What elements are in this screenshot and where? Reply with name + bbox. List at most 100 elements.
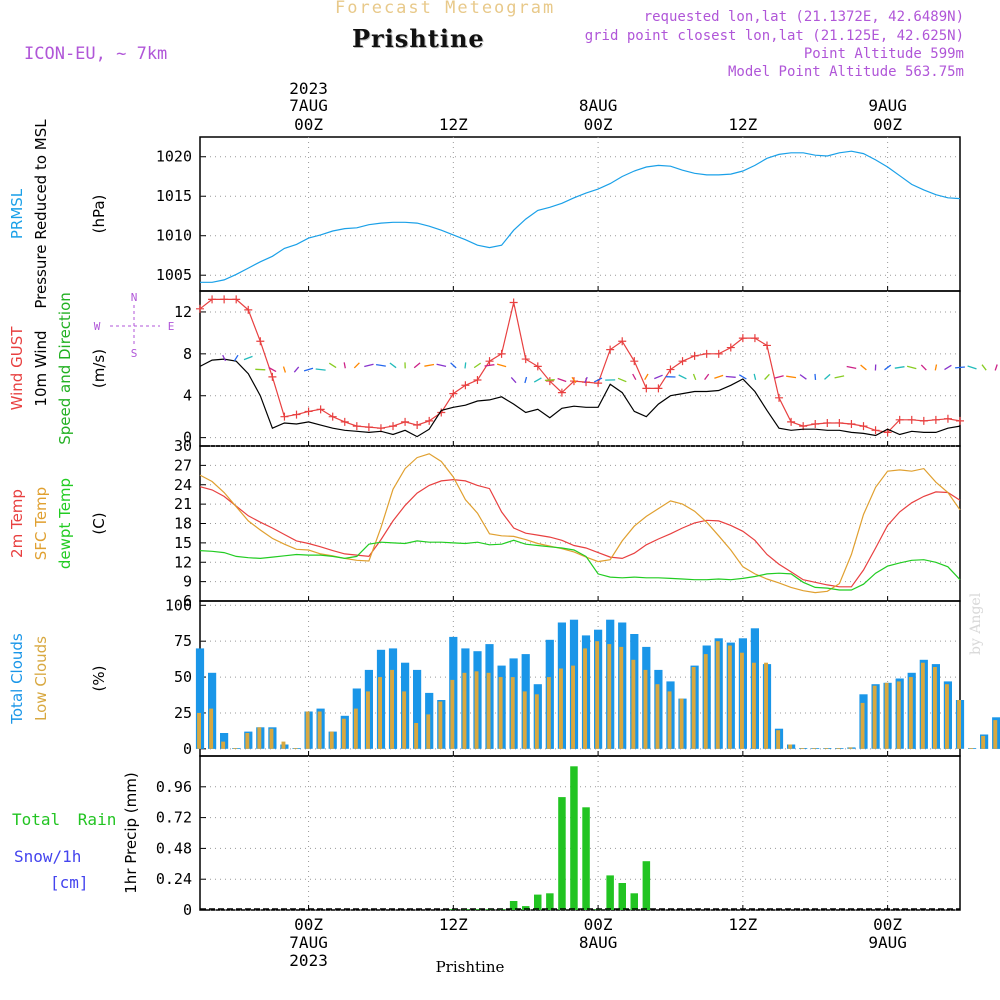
gust-marker [956, 416, 964, 425]
gust-marker [787, 417, 796, 426]
gust-marker [847, 420, 856, 429]
gust-marker [642, 384, 651, 393]
bar-precip-0 [570, 766, 578, 910]
bar-clouds-1 [414, 723, 419, 749]
gust-marker [666, 365, 675, 374]
y-tick-label: 0 [183, 740, 192, 758]
bar-clouds-1 [426, 714, 431, 749]
wind-arrow [632, 373, 637, 381]
gust-marker [907, 415, 916, 424]
y-tick-label: 27 [174, 456, 192, 474]
bar-clouds-1 [522, 691, 527, 749]
bar-clouds-1 [800, 748, 805, 749]
bar-clouds-1 [450, 679, 455, 749]
y-tick-label: 1020 [156, 148, 192, 166]
top-tick-label: 00Z [294, 115, 323, 134]
wind-arrow [860, 364, 867, 371]
panel-precip: 0 0.24 0.48 0.72 0.96 Total Rain Snow/1h [cm] 1h… [12, 755, 961, 919]
panel-frame-clouds [199, 600, 961, 757]
bar-precip-0 [582, 807, 590, 910]
grid-point-coords: grid point closest lon,lat (21.125E, 42.… [584, 28, 964, 44]
bar-clouds-1 [293, 748, 298, 749]
wind-arrow [906, 365, 917, 370]
y-tick-label: 6 [183, 592, 192, 610]
gust-marker [545, 377, 554, 386]
bar-clouds-1 [245, 733, 250, 749]
y-tick-label: 9 [183, 573, 192, 591]
y-tick-label: 0.24 [156, 870, 192, 888]
bar-clouds-1 [353, 708, 358, 749]
y-tick-label: 0.48 [156, 839, 192, 857]
bar-clouds-1 [329, 731, 334, 749]
wind-arrow [282, 366, 287, 373]
gust-marker [762, 341, 771, 350]
wind-arrow [593, 377, 603, 383]
bar-clouds-1 [908, 677, 913, 749]
wind-arrow [704, 373, 710, 380]
gust-marker [401, 417, 410, 426]
bar-clouds-1 [341, 718, 346, 749]
gust-marker [726, 343, 735, 352]
bar-clouds-1 [848, 747, 853, 749]
compass-e: E [168, 320, 175, 333]
wind-arrow [524, 376, 528, 384]
wind-arrow [584, 376, 588, 384]
panel-wind: 0 4 8 12 Wind GUST 10m Wind Speed and Directio… [8, 291, 964, 447]
bar-clouds-1 [221, 741, 226, 749]
wind-arrow [814, 373, 817, 380]
bar-clouds-1 [981, 735, 986, 749]
gust-marker [533, 362, 542, 371]
wind-arrow [824, 373, 831, 380]
bar-precip-0 [509, 901, 518, 910]
wind-arrow [894, 366, 905, 369]
panel-label-wind-0: Wind GUST [8, 326, 26, 411]
top-tick-label: 12Z [439, 115, 468, 134]
gust-marker [232, 295, 241, 304]
bar-clouds-1 [474, 671, 479, 749]
wind-arrow [364, 363, 374, 368]
wind-arrow [376, 363, 386, 367]
bar-clouds-1 [643, 669, 648, 749]
y-tick-label: 4 [183, 387, 192, 405]
wind-arrow [753, 373, 757, 380]
bar-clouds-1 [607, 644, 612, 749]
bar-clouds-1 [619, 646, 624, 749]
top-date-label: 7AUG [289, 96, 328, 115]
bar-precip-0 [522, 906, 530, 910]
requested-coords: requested lon,lat (21.1372E, 42.6489N) [643, 9, 964, 25]
bar-clouds-1 [824, 748, 829, 749]
gust-marker [811, 420, 820, 429]
top-tick-label: 00Z [584, 115, 613, 134]
wind-direction-arrows [222, 354, 998, 384]
y-tick-label: 12 [174, 303, 192, 321]
wind-arrow [389, 362, 397, 369]
bar-clouds-1 [462, 672, 467, 749]
model-point-altitude: Model Point Altitude 563.75m [727, 64, 964, 80]
wind-arrow [617, 377, 627, 383]
panel-label-pressure-0: PRMSL [8, 188, 26, 239]
wind-arrow [967, 365, 977, 370]
gust-marker [328, 412, 337, 421]
gust-marker [449, 389, 458, 398]
bar-clouds-1 [257, 727, 262, 749]
wind-arrow [328, 362, 337, 369]
bar-clouds-1 [655, 684, 660, 749]
panel-label-temperature-0: 2m Temp [8, 489, 26, 558]
bar-clouds-1 [233, 748, 238, 749]
y-tick-label: 24 [174, 476, 192, 494]
top-tick-label: 12Z [728, 115, 757, 134]
bar-clouds-1 [486, 672, 491, 749]
bar-precip-0 [618, 883, 626, 910]
bar-clouds-1 [559, 668, 563, 749]
bar-clouds-1 [872, 685, 877, 749]
gust-marker [871, 426, 880, 435]
gust-marker [352, 422, 361, 431]
bar-clouds-1 [546, 677, 551, 749]
bar-clouds-1 [957, 700, 961, 749]
panel-unit-pressure: (hPa) [90, 195, 108, 234]
gust-marker [292, 410, 301, 419]
wind-arrow [692, 373, 697, 381]
panel-label-wind-1: 10m Wind [32, 330, 50, 406]
bar-clouds-1 [534, 694, 539, 749]
y-tick-label: 0.96 [156, 778, 192, 796]
